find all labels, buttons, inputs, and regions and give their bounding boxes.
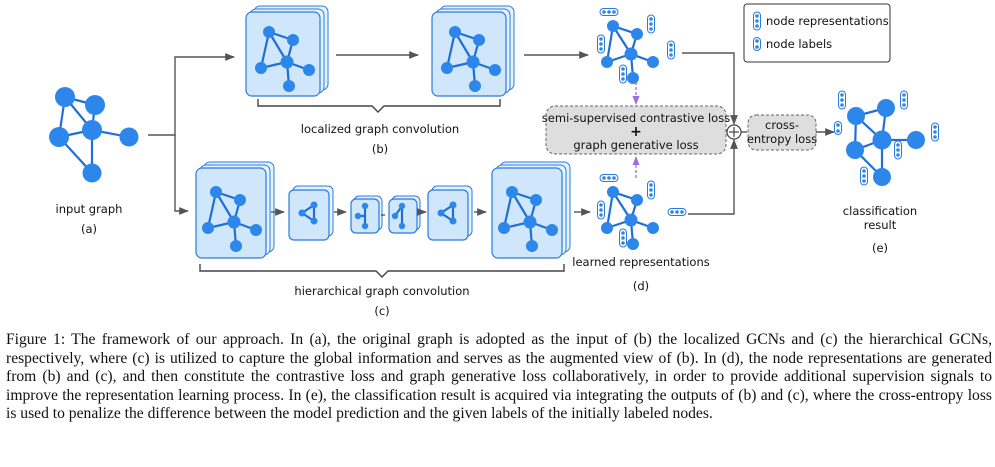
hier-card-2 bbox=[288, 185, 334, 241]
localized-brace bbox=[257, 99, 501, 113]
hier-card-3 bbox=[350, 195, 383, 234]
arrow-to-hierarchical bbox=[174, 135, 189, 215]
input-graph bbox=[49, 87, 139, 183]
localized-tag: (b) bbox=[372, 142, 388, 156]
localized-label: localized graph convolution bbox=[301, 122, 459, 136]
result-label-line2: result bbox=[864, 218, 897, 232]
cross-entropy-loss-box: cross- entropy loss bbox=[747, 114, 817, 151]
hier-card-5 bbox=[427, 185, 473, 241]
hierarchical-brace bbox=[199, 264, 565, 278]
localized-card-1 bbox=[245, 5, 329, 97]
contrastive-loss-box: semi-supervised contrastive loss + graph… bbox=[542, 105, 730, 155]
top-rep-to-combiner bbox=[682, 52, 738, 125]
arrow-to-localized bbox=[148, 53, 235, 136]
rep-graph-top bbox=[597, 8, 675, 84]
localized-card-2 bbox=[431, 5, 515, 97]
rep-graph-bottom bbox=[597, 174, 687, 250]
combine-operator bbox=[726, 124, 742, 140]
result-tag: (e) bbox=[872, 241, 888, 255]
legend-item-representations: node representations bbox=[766, 14, 889, 28]
result-graph bbox=[834, 90, 939, 186]
svg-text:cross-: cross- bbox=[765, 118, 799, 132]
hier-card-6 bbox=[491, 161, 571, 259]
legend-representation-icon bbox=[753, 11, 761, 31]
svg-text:entropy loss: entropy loss bbox=[747, 132, 817, 146]
legend-item-labels: node labels bbox=[766, 37, 832, 51]
input-graph-tag: (a) bbox=[81, 222, 97, 236]
figure-caption: Figure 1: The framework of our approach.… bbox=[6, 331, 992, 423]
svg-text:graph generative loss: graph generative loss bbox=[573, 138, 698, 152]
input-graph-label: input graph bbox=[56, 202, 123, 216]
svg-text:semi-supervised contrastive lo: semi-supervised contrastive loss bbox=[542, 111, 730, 125]
legend-label-icon bbox=[753, 37, 761, 51]
hierarchical-label: hierarchical graph convolution bbox=[294, 284, 469, 298]
learned-tag: (d) bbox=[633, 279, 649, 293]
svg-text:+: + bbox=[630, 124, 642, 140]
bottom-rep-to-combiner bbox=[688, 139, 738, 215]
hierarchical-tag: (c) bbox=[374, 304, 389, 318]
legend: node representations node labels bbox=[743, 3, 891, 63]
learned-label: learned representations bbox=[572, 255, 710, 269]
result-label-line1: classification bbox=[843, 204, 917, 218]
hier-card-1 bbox=[195, 161, 275, 259]
framework-diagram: input graph (a) localized graph convolut… bbox=[49, 3, 939, 318]
hier-card-4 bbox=[388, 195, 421, 234]
